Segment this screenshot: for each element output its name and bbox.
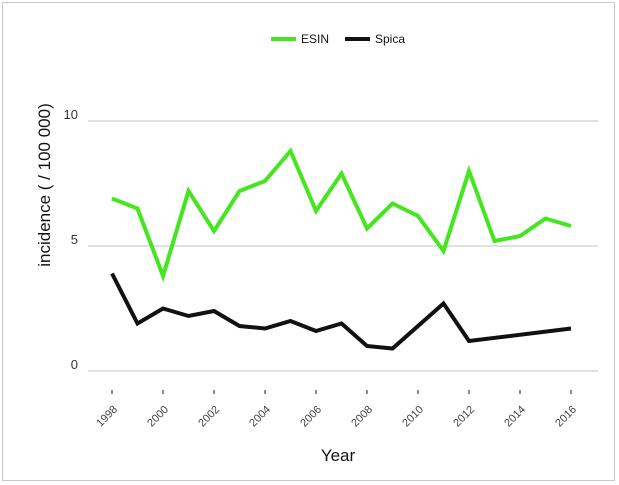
y-axis-label: incidence ( / 100 000) bbox=[35, 103, 54, 267]
x-tick-label-2014: 2014 bbox=[502, 404, 528, 430]
legend-label-spica: Spica bbox=[375, 32, 405, 46]
chart-frame bbox=[2, 2, 615, 481]
series-lines bbox=[110, 147, 572, 351]
x-tick-label-2016: 2016 bbox=[553, 404, 579, 430]
y-tick-labels: 0 5 10 bbox=[64, 107, 78, 372]
x-tick-label-1998: 1998 bbox=[94, 404, 120, 430]
series-line-esin bbox=[111, 147, 572, 283]
y-tick-label-5: 5 bbox=[71, 232, 78, 247]
x-tick-labels: 1998 2000 2002 2004 2006 2008 2010 2012 2014 2016 bbox=[94, 390, 579, 429]
legend-label-esin: ESIN bbox=[301, 32, 329, 46]
series-line-spica bbox=[110, 272, 572, 351]
x-tick-label-2004: 2004 bbox=[247, 404, 273, 430]
x-tick-label-2008: 2008 bbox=[349, 404, 375, 430]
x-axis-label: Year bbox=[321, 446, 356, 465]
legend: ESIN Spica bbox=[271, 32, 405, 46]
x-tick-label-2002: 2002 bbox=[196, 404, 222, 430]
x-tick-label-2000: 2000 bbox=[145, 404, 171, 430]
x-tick-label-2012: 2012 bbox=[451, 404, 477, 430]
x-tick-label-2006: 2006 bbox=[298, 404, 324, 430]
y-tick-label-10: 10 bbox=[64, 107, 78, 122]
y-tick-label-0: 0 bbox=[71, 357, 78, 372]
x-tick-label-2010: 2010 bbox=[400, 404, 426, 430]
